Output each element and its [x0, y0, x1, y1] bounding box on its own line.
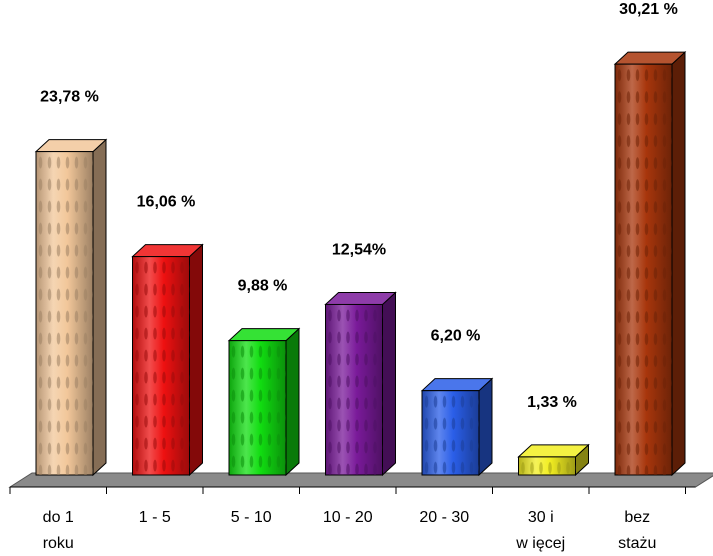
- value-label: 6,20 %: [431, 328, 481, 345]
- bar-side: [382, 291, 396, 477]
- bar-texture: [615, 64, 672, 476]
- value-label: 16,06 %: [137, 194, 196, 211]
- category-labels: do 1 roku 1 - 5 5 - 10 10 - 20 20 - 30 30 i w i…: [43, 509, 657, 552]
- bar-top: [227, 328, 301, 342]
- bar-texture: [229, 340, 286, 475]
- bar-texture: [422, 390, 479, 475]
- bar-texture: [325, 304, 383, 475]
- bars: [34, 51, 687, 477]
- bar-side: [189, 243, 203, 477]
- category-label: 30 i: [528, 509, 554, 526]
- value-label: 9,88 %: [238, 278, 288, 295]
- category-label: bez: [624, 509, 650, 526]
- bar-side: [92, 138, 107, 477]
- bar-texture: [36, 151, 93, 476]
- value-label: 12,54%: [332, 241, 386, 258]
- bar-5: [420, 377, 494, 477]
- bar-top: [34, 139, 108, 153]
- category-label: 5 - 10: [231, 509, 272, 526]
- bar-top: [420, 378, 494, 392]
- bar-texture: [518, 456, 576, 475]
- bar-1: [34, 138, 108, 477]
- category-label: 20 - 30: [419, 509, 469, 526]
- bar-texture: [132, 256, 190, 475]
- bar-top: [613, 51, 687, 65]
- category-label: w ięcej: [515, 535, 565, 552]
- bar-side: [478, 377, 493, 477]
- value-labels: 23,78 % 16,06 % 9,88 % 12,54% 6,20 % 1,33 % 30…: [40, 1, 678, 411]
- value-label: 30,21 %: [619, 1, 678, 18]
- category-label: 10 - 20: [323, 509, 373, 526]
- category-label: roku: [43, 535, 74, 552]
- value-label: 1,33 %: [527, 394, 577, 411]
- category-label: 1 - 5: [139, 509, 171, 526]
- category-label: stażu: [618, 535, 656, 552]
- value-label: 23,78 %: [40, 89, 99, 106]
- bar-2: [131, 243, 204, 477]
- bar-7: [613, 51, 687, 477]
- bar-4: [324, 291, 397, 477]
- bar-top: [517, 444, 590, 458]
- bar-6: [517, 443, 590, 477]
- chart-floor: [8, 472, 713, 494]
- bar-top: [131, 244, 204, 258]
- bar-3: [227, 327, 301, 477]
- bar-side: [285, 327, 300, 477]
- bar-top: [324, 291, 397, 305]
- bar-side: [671, 51, 686, 477]
- category-label: do 1: [43, 509, 74, 526]
